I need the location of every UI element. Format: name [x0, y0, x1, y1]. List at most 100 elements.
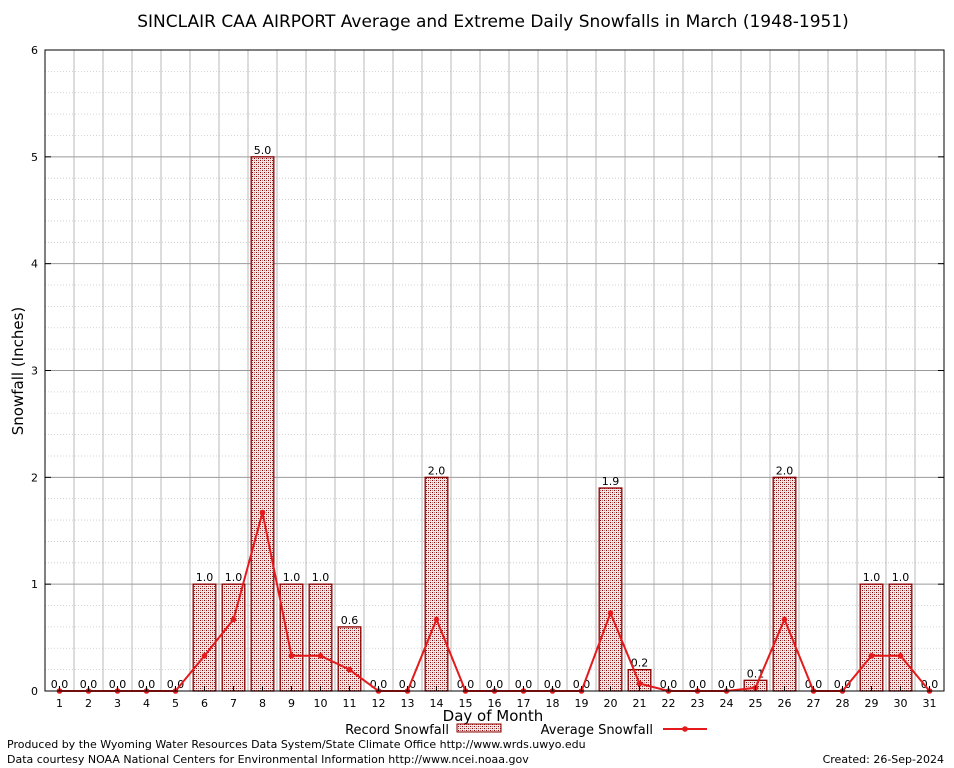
record-bar [192, 583, 217, 692]
record-labels: 0.0 0.0 0.0 0.0 0.0 1.0 1.0 5.0 1.0 1.0 0.6 0.0 0.0 2… [51, 144, 939, 691]
x-tick-label: 4 [143, 697, 150, 710]
x-tick-label: 7 [230, 697, 237, 710]
x-tick-label: 24 [720, 697, 734, 710]
average-point [317, 652, 324, 659]
record-bar [250, 156, 275, 692]
x-tick-label: 9 [288, 697, 295, 710]
record-bar [772, 476, 797, 692]
x-tick-label: 10 [314, 697, 328, 710]
average-point [868, 652, 875, 659]
y-tick-label: 5 [31, 151, 38, 164]
record-value-label: 0.0 [80, 678, 98, 691]
record-value-label: 0.0 [921, 678, 939, 691]
legend-record-swatch [456, 723, 502, 733]
average-point [607, 610, 614, 616]
record-bars [192, 156, 913, 692]
x-tick-label: 20 [604, 697, 618, 710]
x-tick-label: 11 [343, 697, 357, 710]
record-value-label: 0.0 [486, 678, 504, 691]
legend-average-marker [682, 726, 688, 732]
x-tick-label: 3 [114, 697, 121, 710]
legend-average-label: Average Snowfall [541, 723, 653, 738]
x-tick-label: 5 [172, 697, 179, 710]
y-tick-label: 4 [31, 258, 38, 271]
x-tick-label: 15 [459, 697, 473, 710]
y-tick-label: 0 [31, 685, 38, 698]
record-value-label: 0.0 [834, 678, 852, 691]
footer-produced-by: Produced by the Wyoming Water Resources … [7, 738, 586, 751]
footer-created: Created: 26-Sep-2024 [822, 753, 944, 766]
record-value-label: 0.0 [51, 678, 69, 691]
legend-record-label: Record Snowfall [345, 723, 449, 738]
average-point [288, 652, 295, 659]
record-value-label: 2.0 [776, 464, 794, 477]
record-value-label: 0.0 [660, 678, 678, 691]
record-value-label: 0.0 [138, 678, 156, 691]
x-tick-label: 23 [691, 697, 705, 710]
x-tick-label: 29 [865, 697, 879, 710]
x-tick-label: 17 [517, 697, 531, 710]
average-point [636, 680, 643, 687]
x-tick-label: 6 [201, 697, 208, 710]
record-bar [279, 583, 304, 692]
record-value-label: 0.0 [718, 678, 736, 691]
legend: Record Snowfall Average Snowfall [345, 723, 707, 738]
x-tick-label: 16 [488, 697, 502, 710]
x-tick-label: 18 [546, 697, 560, 710]
record-value-label: 0.0 [544, 678, 562, 691]
record-value-label: 1.9 [602, 475, 620, 488]
record-bar [598, 487, 623, 692]
grid-lines [45, 49, 944, 692]
y-tick-label: 2 [31, 471, 38, 484]
average-point [433, 616, 440, 623]
y-tick-label: 6 [31, 44, 38, 57]
x-tick-label: 8 [259, 697, 266, 710]
x-tick-label: 25 [749, 697, 763, 710]
chart-title: SINCLAIR CAA AIRPORT Average and Extreme… [137, 12, 849, 32]
record-value-label: 5.0 [254, 144, 272, 157]
x-axis-ticks: 1 2 3 4 5 6 7 8 9 10 11 12 13 14 15 16 17 18 19 20 21 22 23 24 2… [56, 686, 937, 710]
record-value-label: 0.2 [631, 657, 649, 670]
record-bar [424, 476, 449, 692]
footer-data-courtesy: Data courtesy NOAA National Centers for … [7, 753, 529, 766]
x-tick-label: 2 [85, 697, 92, 710]
average-line [56, 509, 933, 694]
record-value-label: 2.0 [428, 464, 446, 477]
y-tick-label: 1 [31, 578, 38, 591]
record-value-label: 1.0 [283, 571, 301, 584]
record-value-label: 1.0 [225, 571, 243, 584]
y-axis-ticks: 0 1 2 3 4 5 6 [31, 44, 944, 698]
average-point [781, 616, 788, 623]
record-bar [337, 626, 362, 692]
x-tick-label: 31 [923, 697, 937, 710]
average-point [259, 509, 266, 516]
average-point [346, 666, 353, 673]
x-tick-label: 12 [372, 697, 386, 710]
record-bar [888, 583, 913, 692]
record-value-label: 0.0 [689, 678, 707, 691]
x-tick-label: 1 [56, 697, 63, 710]
average-point [201, 652, 208, 659]
x-tick-label: 30 [894, 697, 908, 710]
x-tick-label: 28 [836, 697, 850, 710]
record-value-label: 1.0 [863, 571, 881, 584]
record-value-label: 0.0 [109, 678, 127, 691]
record-bar [308, 583, 333, 692]
record-bar [859, 583, 884, 692]
record-value-label: 0.0 [167, 678, 185, 691]
x-tick-label: 27 [807, 697, 821, 710]
record-value-label: 1.0 [312, 571, 330, 584]
x-tick-label: 22 [662, 697, 676, 710]
y-tick-label: 3 [31, 365, 38, 378]
x-tick-label: 19 [575, 697, 589, 710]
average-point [230, 616, 237, 623]
x-tick-label: 14 [430, 697, 444, 710]
x-tick-label: 21 [633, 697, 647, 710]
record-value-label: 1.0 [196, 571, 214, 584]
record-value-label: 0.6 [341, 614, 359, 627]
average-point [897, 652, 904, 659]
x-axis-title: Day of Month [443, 707, 544, 725]
record-value-label: 1.0 [892, 571, 910, 584]
record-bar [221, 583, 246, 692]
